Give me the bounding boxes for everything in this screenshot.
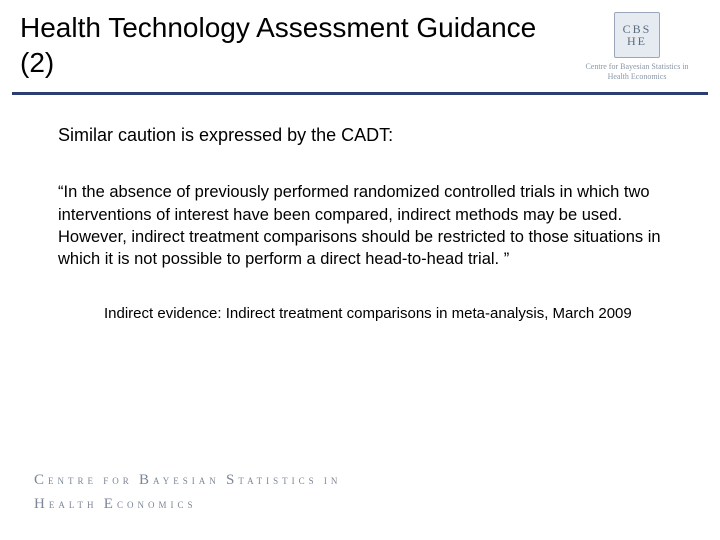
slide: Health Technology Assessment Guidance (2… [0,0,720,540]
org-logo-mark-icon: CBS HE [614,12,660,58]
slide-body: Similar caution is expressed by the CADT… [0,95,720,325]
footer-wordmark-line1: CENTRE FOR BAYESIAN STATISTICS IN [34,468,341,492]
slide-header: Health Technology Assessment Guidance (2… [0,0,720,80]
citation-text: Indirect evidence: Indirect treatment co… [58,304,662,324]
footer-org-wordmark: CENTRE FOR BAYESIAN STATISTICS IN HEALTH… [34,468,341,516]
footer-wordmark-line2: HEALTH ECONOMICS [34,492,341,516]
quote-text: “In the absence of previously performed … [58,181,662,270]
org-logo-initials-line2: HE [627,34,647,48]
org-logo-initials: CBS HE [623,23,652,47]
lead-text: Similar caution is expressed by the CADT… [58,123,662,147]
org-logo-caption: Centre for Bayesian Statistics in Health… [582,62,692,81]
org-logo: CBS HE Centre for Bayesian Statistics in… [582,12,692,81]
